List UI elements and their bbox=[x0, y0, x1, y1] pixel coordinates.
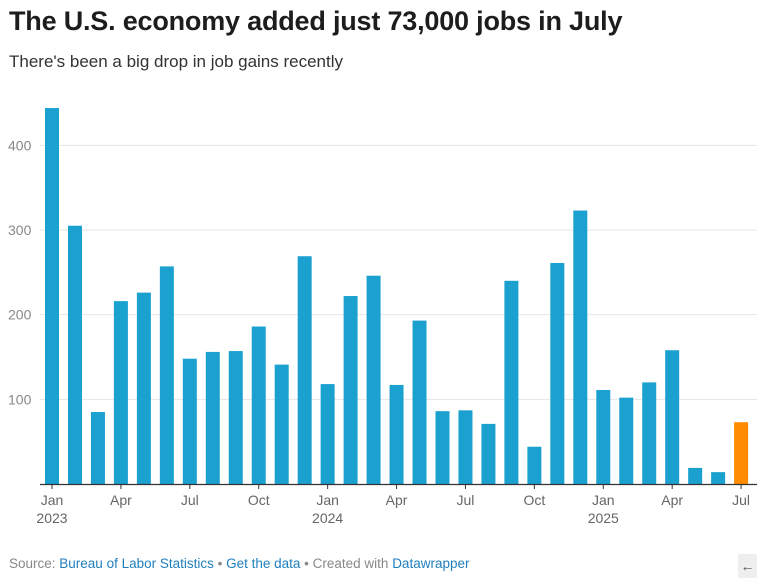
bar[interactable] bbox=[665, 350, 680, 484]
bar[interactable] bbox=[389, 384, 404, 484]
bar[interactable] bbox=[481, 423, 496, 484]
arrow-left-icon[interactable]: ← bbox=[738, 554, 757, 578]
bar[interactable] bbox=[412, 320, 427, 484]
x-tick-label: Jul bbox=[181, 492, 199, 508]
bar[interactable] bbox=[182, 358, 197, 484]
bar-chart: 100 200 300 400 Jan 2023 Apr Jul Oct Jan 2024 Apr Ju… bbox=[8, 108, 757, 526]
bar[interactable] bbox=[642, 382, 657, 484]
bar[interactable] bbox=[67, 225, 82, 484]
bar[interactable] bbox=[228, 351, 243, 484]
bar[interactable] bbox=[596, 390, 611, 484]
x-tick-label: Jul bbox=[732, 492, 750, 508]
x-tick-label: Apr bbox=[661, 492, 683, 508]
bar[interactable] bbox=[504, 280, 519, 484]
bar[interactable] bbox=[458, 410, 473, 484]
chart-subtitle: There's been a big drop in job gains rec… bbox=[9, 52, 344, 71]
bar[interactable] bbox=[297, 256, 312, 484]
bar[interactable] bbox=[274, 364, 289, 484]
bar[interactable] bbox=[251, 326, 266, 484]
bar[interactable] bbox=[159, 266, 174, 484]
x-tick-year-label: 2025 bbox=[588, 510, 619, 526]
x-tick-label: Oct bbox=[523, 492, 545, 508]
bar[interactable] bbox=[527, 446, 542, 484]
bar[interactable] bbox=[343, 296, 358, 484]
footer-separator: • bbox=[213, 556, 227, 571]
x-tick-year-label: 2024 bbox=[312, 510, 343, 526]
bar[interactable] bbox=[711, 472, 726, 484]
x-tick-label: Oct bbox=[248, 492, 270, 508]
y-tick-label: 300 bbox=[8, 222, 32, 238]
bar[interactable] bbox=[573, 210, 588, 484]
chart-title: The U.S. economy added just 73,000 jobs … bbox=[9, 6, 623, 36]
x-tick-label: Jul bbox=[457, 492, 475, 508]
source-link[interactable]: Bureau of Labor Statistics bbox=[59, 556, 214, 571]
source-prefix: Source: bbox=[9, 556, 60, 571]
x-tick-label: Jan bbox=[41, 492, 64, 508]
bar[interactable] bbox=[550, 263, 565, 484]
bar[interactable] bbox=[205, 351, 220, 484]
x-tick-label: Jan bbox=[316, 492, 339, 508]
datawrapper-link[interactable]: Datawrapper bbox=[392, 556, 470, 571]
bar[interactable] bbox=[366, 275, 381, 484]
created-with-text: • Created with bbox=[300, 556, 393, 571]
x-tick-label: Apr bbox=[386, 492, 408, 508]
bar[interactable] bbox=[619, 397, 634, 484]
x-tick-label: Apr bbox=[110, 492, 132, 508]
bar[interactable] bbox=[90, 412, 105, 484]
bar[interactable] bbox=[136, 292, 151, 484]
chart-footer: Source: Bureau of Labor Statistics • Get… bbox=[9, 556, 469, 571]
y-tick-label: 200 bbox=[8, 307, 32, 323]
bar[interactable] bbox=[688, 467, 703, 484]
y-tick-label: 100 bbox=[8, 391, 32, 407]
bar[interactable] bbox=[45, 108, 59, 485]
y-tick-label: 400 bbox=[8, 137, 32, 153]
bar[interactable] bbox=[435, 411, 450, 484]
bar[interactable] bbox=[113, 301, 128, 484]
x-tick-year-label: 2023 bbox=[36, 510, 67, 526]
get-the-data-link[interactable]: Get the data bbox=[226, 556, 301, 571]
bar[interactable] bbox=[320, 384, 335, 484]
x-tick-label: Jan bbox=[592, 492, 615, 508]
bar[interactable] bbox=[734, 422, 749, 484]
